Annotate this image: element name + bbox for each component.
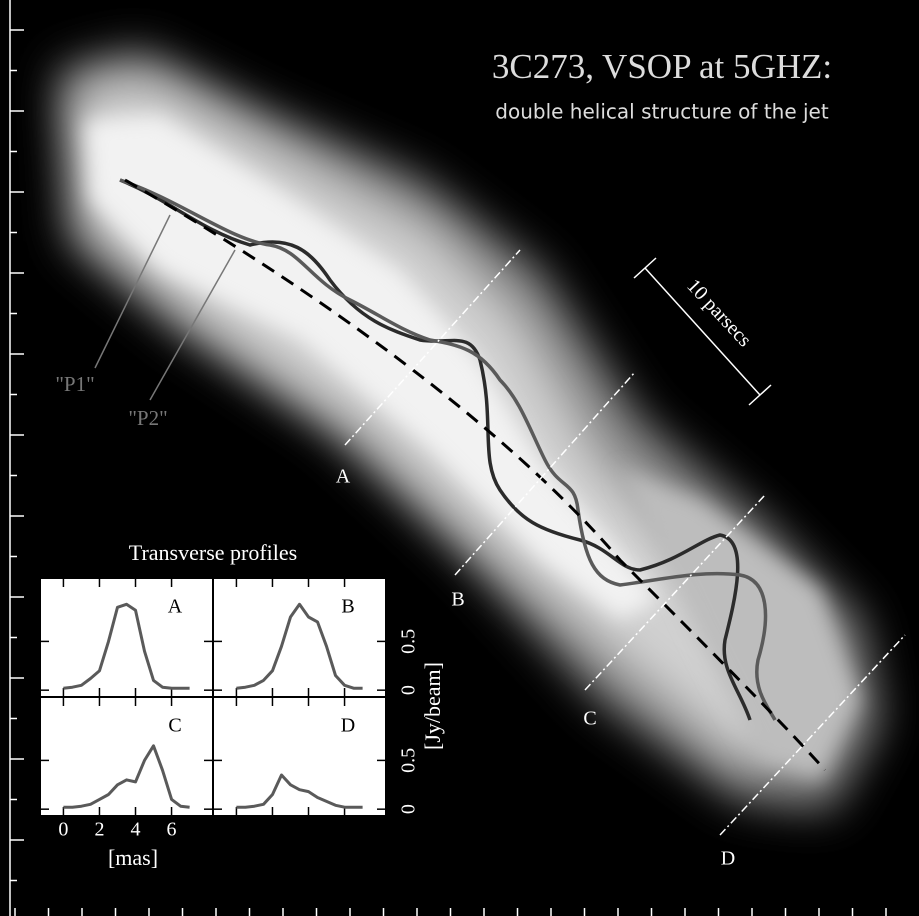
cut-label: C	[583, 708, 596, 730]
helix-strand	[119, 178, 777, 721]
profile-line	[236, 773, 363, 809]
helix-strand	[119, 178, 752, 721]
panel-label: D	[341, 715, 355, 737]
y-tick-label: 0.5	[398, 629, 420, 654]
inset-chart: A 0 0.5 B 0 2 4 6 C 0 0.5 D	[39, 577, 420, 841]
panel-label: B	[341, 596, 354, 618]
subtitle: double helical structure of the jet	[495, 100, 829, 124]
cut-label: D	[721, 848, 735, 870]
x-tick-label: 2	[94, 819, 104, 841]
frame-ticks	[9, 0, 887, 916]
y-tick-label: 0	[398, 685, 420, 695]
cut-label: B	[451, 589, 464, 611]
panel-label: A	[168, 596, 183, 618]
inset-title: Transverse profiles	[129, 540, 297, 565]
y-axis-label: [Jy/beam]	[420, 662, 445, 750]
title: 3C273, VSOP at 5GHZ:	[492, 47, 832, 86]
panel-label: C	[168, 715, 181, 737]
panel-frame	[212, 696, 387, 817]
y-tick-label: 0	[398, 804, 420, 814]
cut-label: A	[336, 466, 351, 488]
cut-lines	[344, 249, 906, 836]
y-tick-label: 0.5	[398, 748, 420, 773]
x-axis-label: [mas]	[108, 845, 158, 870]
pointer	[149, 249, 236, 401]
x-tick-label: 4	[131, 819, 141, 841]
component-label: "P2"	[128, 406, 167, 430]
pointer	[94, 214, 171, 369]
profile-line	[236, 602, 363, 690]
profile-line	[63, 602, 190, 690]
x-tick-label: 0	[58, 819, 68, 841]
component-label: "P1"	[55, 372, 94, 396]
profile-line	[63, 744, 190, 809]
x-tick-label: 6	[167, 819, 177, 841]
scale-bar	[633, 257, 772, 406]
jet-axis	[124, 178, 827, 772]
